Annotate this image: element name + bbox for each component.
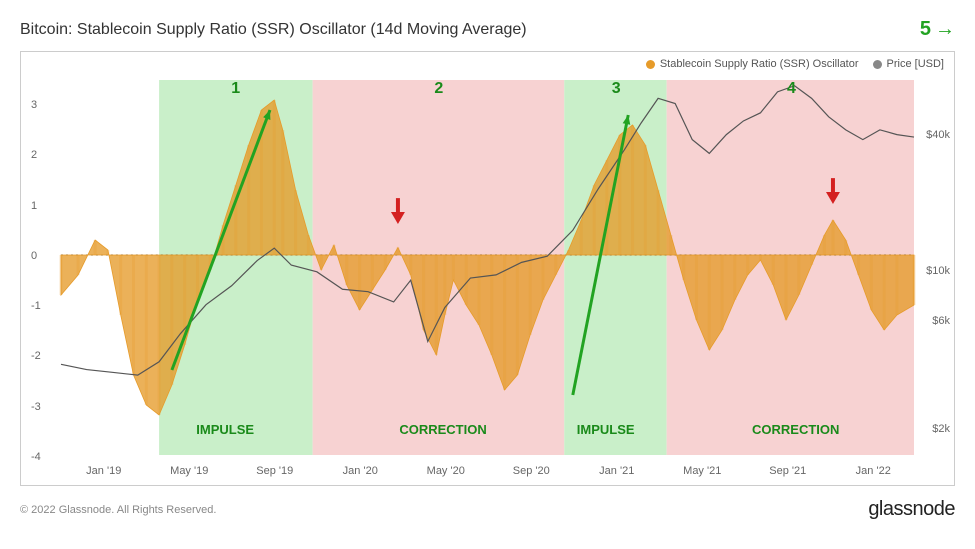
- zone-number: 2: [434, 80, 443, 98]
- y-right-tick: $2k: [932, 423, 950, 435]
- x-tick: Sep '19: [256, 465, 293, 477]
- zone-label: IMPULSE: [577, 422, 635, 437]
- x-tick: May '19: [170, 465, 208, 477]
- zone-label: CORRECTION: [399, 422, 486, 437]
- y-left-tick: -1: [31, 300, 41, 312]
- y-left-tick: 1: [31, 200, 37, 212]
- y-left-tick: -3: [31, 401, 41, 413]
- y-right-tick: $40k: [926, 129, 950, 141]
- x-tick: May '20: [427, 465, 465, 477]
- y-left-tick: 2: [31, 149, 37, 161]
- ssr-swatch-icon: [646, 60, 655, 69]
- x-tick: Sep '20: [513, 465, 550, 477]
- zone-label: CORRECTION: [752, 422, 839, 437]
- x-tick: May '21: [683, 465, 721, 477]
- copyright: © 2022 Glassnode. All Rights Reserved.: [20, 504, 216, 516]
- x-tick: Jan '21: [599, 465, 634, 477]
- x-tick: Sep '21: [769, 465, 806, 477]
- legend-ssr: Stablecoin Supply Ratio (SSR) Oscillator: [646, 58, 859, 70]
- legend-ssr-label: Stablecoin Supply Ratio (SSR) Oscillator: [660, 58, 859, 70]
- y-left-tick: -2: [31, 350, 41, 362]
- x-tick: Jan '22: [856, 465, 891, 477]
- zone-number: 3: [612, 80, 621, 98]
- badge-number: 5: [920, 18, 931, 41]
- zone-number: 1: [231, 80, 240, 98]
- y-left-tick: 3: [31, 99, 37, 111]
- y-right-tick: $10k: [926, 265, 950, 277]
- legend-price-label: Price [USD]: [887, 58, 944, 70]
- y-right-tick: $6k: [932, 315, 950, 327]
- plot-area: glassnode -4-3-2-10123$2k$6k$10k$40kJan …: [61, 80, 914, 455]
- footer: © 2022 Glassnode. All Rights Reserved. g…: [0, 486, 975, 521]
- legend-price: Price [USD]: [873, 58, 944, 70]
- header: Bitcoin: Stablecoin Supply Ratio (SSR) O…: [0, 0, 975, 51]
- arrow-right-icon: →: [935, 18, 955, 41]
- phase-5-badge: 5 →: [920, 18, 955, 41]
- chart-title: Bitcoin: Stablecoin Supply Ratio (SSR) O…: [20, 21, 527, 39]
- glassnode-logo: glassnode: [868, 498, 955, 521]
- chart-container: Stablecoin Supply Ratio (SSR) Oscillator…: [20, 51, 955, 486]
- y-left-tick: 0: [31, 250, 37, 262]
- x-tick: Jan '20: [343, 465, 378, 477]
- x-tick: Jan '19: [86, 465, 121, 477]
- legend: Stablecoin Supply Ratio (SSR) Oscillator…: [646, 58, 944, 70]
- y-left-tick: -4: [31, 451, 41, 463]
- zone-label: IMPULSE: [196, 422, 254, 437]
- price-swatch-icon: [873, 60, 882, 69]
- zone-number: 4: [787, 80, 796, 98]
